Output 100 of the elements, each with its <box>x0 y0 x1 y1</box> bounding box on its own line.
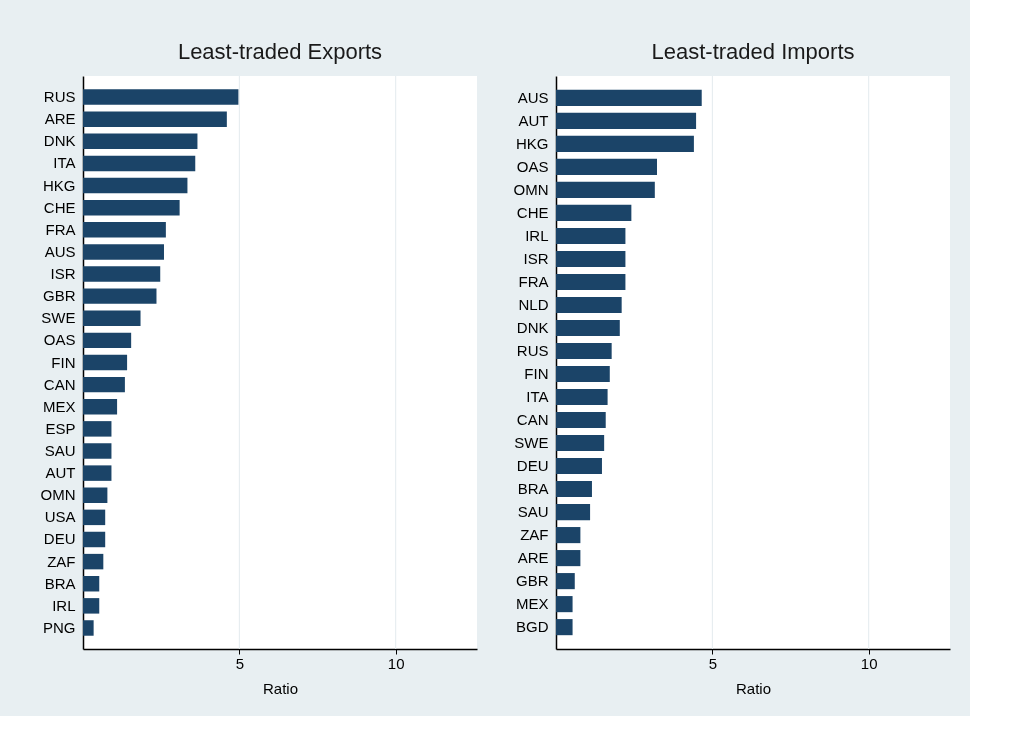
y-tick-label: CHE <box>516 203 549 221</box>
y-tick-label: SWE <box>41 309 76 327</box>
bar <box>556 250 626 267</box>
y-tick-label: PNG <box>42 618 76 636</box>
bar <box>83 421 112 437</box>
y-tick-label: FIN <box>51 353 76 371</box>
bar <box>556 434 605 452</box>
bar <box>556 158 657 175</box>
y-tick-label: HKG <box>515 134 549 152</box>
bar <box>556 273 626 291</box>
bar <box>83 199 180 216</box>
bar <box>83 177 188 194</box>
bar <box>556 227 626 244</box>
y-tick-label: OAS <box>43 331 76 349</box>
y-tick-label: IRL <box>52 596 76 614</box>
bar <box>556 504 591 521</box>
bar <box>556 527 581 544</box>
y-tick-label: SWE <box>514 434 549 452</box>
y-tick-label: MEX <box>42 397 76 415</box>
y-tick-label: CAN <box>516 411 549 429</box>
bar <box>556 619 573 636</box>
bar <box>83 598 100 614</box>
chart-title: Least-traded Exports <box>177 38 383 64</box>
y-tick-label: AUT <box>45 464 76 482</box>
bar <box>83 155 196 172</box>
bar <box>83 465 112 481</box>
bar <box>556 573 575 590</box>
y-tick-label: MEX <box>515 595 549 613</box>
y-tick-label: ITA <box>526 388 549 406</box>
bar <box>83 487 108 503</box>
y-tick-label: BGD <box>515 618 549 636</box>
y-tick-label: AUT <box>518 111 549 129</box>
bar <box>83 332 132 349</box>
bar <box>556 365 610 383</box>
bar <box>83 133 198 150</box>
bar <box>556 342 612 360</box>
y-tick-label: SAU <box>517 503 549 521</box>
bar <box>556 296 622 314</box>
y-tick-label: NLD <box>518 295 549 313</box>
bar <box>556 481 592 498</box>
bar <box>556 204 632 221</box>
bar <box>556 388 608 406</box>
x-tick-label: 5 <box>235 654 245 672</box>
x-tick-label: 10 <box>860 654 878 672</box>
bar <box>83 575 100 592</box>
bar <box>556 596 573 613</box>
bar <box>83 354 128 371</box>
y-tick-label: DNK <box>43 132 76 150</box>
y-tick-label: RUS <box>43 88 76 106</box>
y-tick-label: ZAF <box>520 526 549 544</box>
y-tick-label: FRA <box>45 220 76 238</box>
bar <box>83 376 125 393</box>
y-tick-label: USA <box>44 508 76 526</box>
y-tick-label: ISR <box>50 265 76 283</box>
bar <box>83 399 118 415</box>
bar <box>83 222 166 238</box>
y-tick-label: AUS <box>517 88 549 106</box>
y-tick-label: DNK <box>516 318 549 336</box>
x-tick-label: 10 <box>387 654 405 672</box>
y-tick-label: HKG <box>42 176 76 194</box>
chart-title: Least-traded Imports <box>651 38 855 64</box>
bar <box>556 89 702 106</box>
bar <box>556 135 694 152</box>
bar <box>83 509 106 526</box>
y-tick-label: DEU <box>516 457 549 475</box>
x-tick-label: 5 <box>708 654 718 672</box>
x-axis-title: Ratio <box>735 679 772 697</box>
y-tick-label: ZAF <box>47 552 76 570</box>
y-tick-label: BRA <box>517 480 549 498</box>
y-tick-label: OMN <box>40 486 76 504</box>
y-tick-label: GBR <box>42 287 76 305</box>
bar <box>556 550 581 567</box>
y-tick-label: DEU <box>43 530 76 548</box>
y-tick-label: BRA <box>44 574 76 592</box>
bar <box>556 319 620 337</box>
y-tick-label: OMN <box>513 180 549 198</box>
y-tick-label: SAU <box>44 441 76 459</box>
y-tick-label: ARE <box>517 549 549 567</box>
bar <box>556 458 602 475</box>
y-tick-label: RUS <box>516 341 549 359</box>
bar <box>83 553 104 570</box>
y-tick-label: FRA <box>518 272 549 290</box>
y-tick-label: GBR <box>515 572 549 590</box>
bar <box>556 181 655 198</box>
bar <box>83 531 106 548</box>
bar <box>83 244 164 260</box>
bar <box>83 266 161 282</box>
y-tick-label: ARE <box>44 110 76 128</box>
bar <box>83 89 239 105</box>
y-tick-label: CHE <box>43 198 76 216</box>
y-tick-label: CAN <box>43 375 76 393</box>
bar <box>83 111 227 127</box>
y-tick-label: IRL <box>525 226 549 244</box>
bar <box>83 620 94 636</box>
bar <box>556 112 697 129</box>
bar <box>556 411 606 429</box>
x-axis-title: Ratio <box>262 679 299 697</box>
y-tick-label: OAS <box>516 157 549 175</box>
bar <box>83 310 141 326</box>
y-tick-label: ISR <box>523 249 549 267</box>
